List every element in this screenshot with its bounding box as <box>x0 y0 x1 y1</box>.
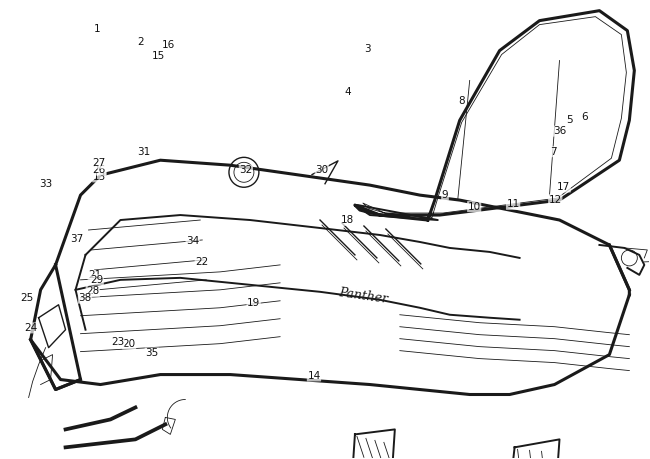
Text: 36: 36 <box>553 126 566 136</box>
Text: 12: 12 <box>549 195 562 205</box>
Text: 24: 24 <box>25 323 38 333</box>
Text: 19: 19 <box>247 298 260 308</box>
Text: 33: 33 <box>40 179 53 189</box>
Text: 34: 34 <box>186 236 200 246</box>
Text: 28: 28 <box>86 286 99 296</box>
Text: 10: 10 <box>467 202 481 212</box>
Text: 29: 29 <box>90 275 103 285</box>
Text: 22: 22 <box>195 257 209 267</box>
Text: 4: 4 <box>344 87 351 97</box>
Text: 32: 32 <box>239 165 252 175</box>
Text: 1: 1 <box>94 24 100 34</box>
Text: 8: 8 <box>458 96 465 106</box>
Text: 7: 7 <box>550 147 556 157</box>
Text: 35: 35 <box>145 348 159 358</box>
Text: 16: 16 <box>161 40 175 50</box>
Text: 38: 38 <box>79 293 92 303</box>
Text: 3: 3 <box>364 44 370 54</box>
Text: 31: 31 <box>136 147 150 157</box>
Text: Panther: Panther <box>338 286 389 306</box>
Text: 11: 11 <box>506 199 520 209</box>
Text: 15: 15 <box>151 50 165 61</box>
Text: 6: 6 <box>581 112 588 123</box>
Text: 13: 13 <box>93 172 106 182</box>
Text: 27: 27 <box>93 158 106 168</box>
Text: 30: 30 <box>315 165 328 175</box>
Text: 37: 37 <box>71 234 84 244</box>
Text: 9: 9 <box>442 190 448 200</box>
Text: 14: 14 <box>307 371 320 381</box>
Text: 26: 26 <box>93 165 106 175</box>
Text: 5: 5 <box>566 115 573 125</box>
Text: 18: 18 <box>341 215 354 225</box>
Text: 20: 20 <box>123 339 136 349</box>
Text: 2: 2 <box>137 37 144 47</box>
Text: 23: 23 <box>111 336 124 347</box>
Text: 25: 25 <box>20 293 33 303</box>
Text: 17: 17 <box>557 182 570 192</box>
Text: 21: 21 <box>88 270 101 280</box>
